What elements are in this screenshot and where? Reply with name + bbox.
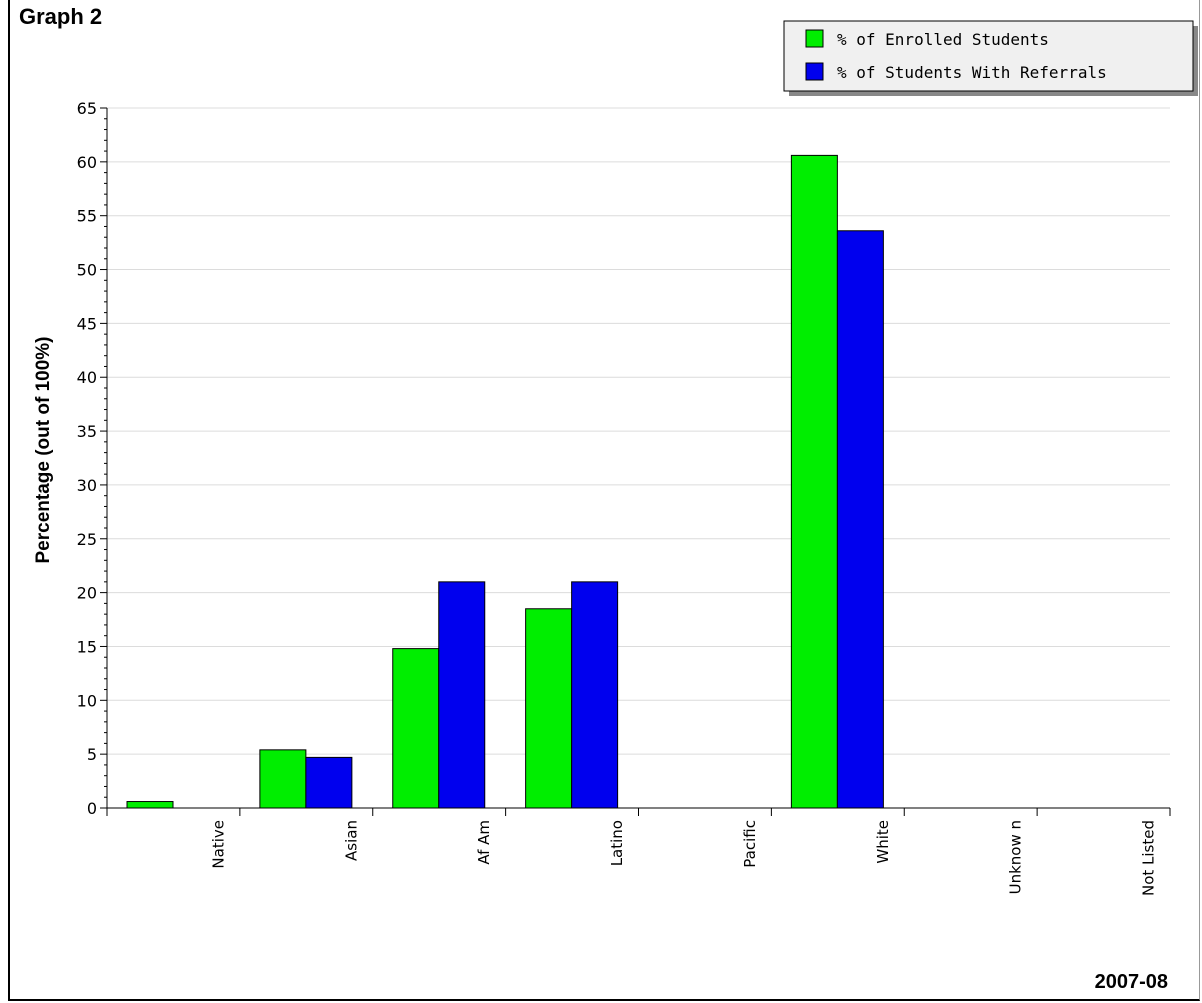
x-category-label: Af Am [475, 820, 493, 865]
x-category-label: Not Listed [1140, 820, 1158, 896]
x-category-label: Native [209, 820, 227, 869]
y-tick-label: 20 [77, 584, 97, 603]
bar-referrals-white [836, 230, 884, 809]
y-tick-label: 55 [77, 207, 97, 226]
y-axis-ticks: 0 5 10 15 20 25 30 35 40 45 50 55 60 65 [77, 99, 107, 818]
legend-swatch-referrals [805, 62, 824, 81]
bar-referrals-latino [571, 581, 619, 809]
x-category-label: Pacific [741, 820, 759, 868]
grid-lines [107, 107, 1170, 755]
x-category-label: Asian [342, 820, 360, 861]
legend-label-referrals: % of Students With Referrals [837, 63, 1107, 82]
legend-swatch-enrolled [805, 29, 824, 48]
legend-label-enrolled: % of Enrolled Students [837, 30, 1049, 49]
bar-referrals-asian [305, 756, 353, 809]
bar-enrolled-white [790, 154, 838, 809]
y-tick-label: 15 [77, 637, 97, 656]
y-tick-label: 60 [77, 153, 97, 172]
y-tick-label: 25 [77, 530, 97, 549]
y-tick-label: 10 [77, 691, 97, 710]
bar-referrals-af-am [438, 581, 486, 809]
bar-enrolled-latino [525, 608, 573, 809]
y-tick-label: 45 [77, 314, 97, 333]
chart-title: Graph 2 [19, 4, 102, 29]
y-tick-label: 50 [77, 261, 97, 280]
axes [106, 108, 1171, 816]
legend: % of Enrolled Students % of Students Wit… [783, 20, 1198, 96]
bar-enrolled-native [126, 801, 174, 809]
x-category-label: White [874, 820, 892, 864]
y-tick-label: 65 [77, 99, 97, 118]
legend-box [783, 20, 1194, 92]
y-tick-label: 5 [87, 745, 97, 764]
y-tick-label: 40 [77, 368, 97, 387]
y-tick-label: 0 [87, 799, 97, 818]
bar-enrolled-af-am [392, 648, 440, 809]
bar-enrolled-asian [259, 749, 307, 809]
y-tick-label: 30 [77, 476, 97, 495]
y-tick-label: 35 [77, 422, 97, 441]
x-category-label: Latino [608, 820, 626, 866]
chart-frame [8, 0, 1200, 1001]
y-axis-title: Percentage (out of 100%) [33, 337, 54, 564]
bars [126, 154, 884, 809]
x-axis-categories: Native Asian Af Am Latino Pacific White Unknow… [209, 820, 1157, 896]
period-label: 2007-08 [1095, 971, 1168, 993]
x-category-label: Unknow n [1007, 820, 1025, 894]
